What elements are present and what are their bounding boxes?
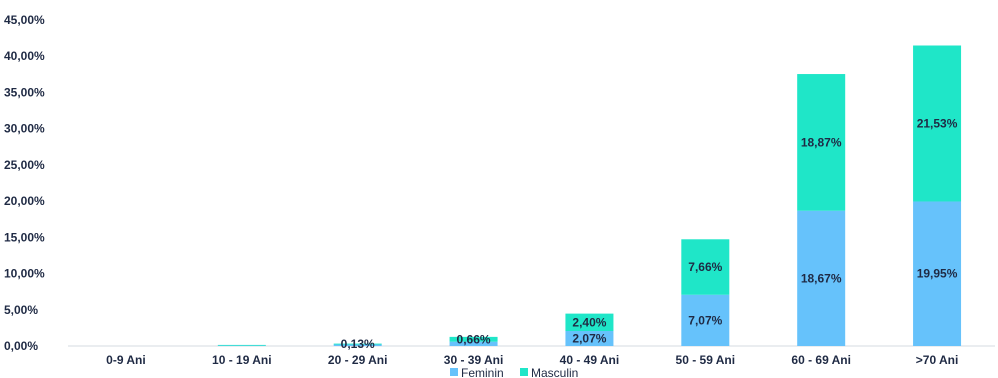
legend-label: Masculin (531, 366, 578, 378)
x-tick-label: 30 - 39 Ani (444, 353, 504, 367)
y-tick-label: 15,00% (4, 230, 45, 244)
x-tick-label: 60 - 69 Ani (791, 353, 851, 367)
data-label: 2,40% (572, 315, 606, 329)
data-label: 0,66% (457, 332, 491, 346)
bar-feminin (565, 331, 614, 346)
legend-swatch (520, 368, 528, 376)
bar-masculin (333, 343, 382, 345)
x-tick-label: >70 Ani (916, 353, 959, 367)
y-tick-label: 40,00% (4, 49, 45, 63)
x-tick-label: 10 - 19 Ani (212, 353, 272, 367)
y-tick-label: 25,00% (4, 158, 45, 172)
data-label: 0,13% (341, 337, 375, 351)
data-label: 18,67% (801, 271, 842, 285)
y-tick-label: 30,00% (4, 122, 45, 136)
bar-feminin (681, 294, 730, 346)
x-tick-label: 0-9 Ani (106, 353, 146, 367)
data-label: 18,87% (801, 135, 842, 149)
data-label: 21,53% (917, 116, 958, 130)
legend-label: Feminin (461, 366, 504, 378)
data-label: 2,07% (572, 332, 606, 346)
bars: 0,13% 0,66% 2,07% 2,40% 7,07% 7,66% 18,67% 18,8… (217, 45, 962, 351)
x-axis: 0-9 Ani 10 - 19 Ani 20 - 29 Ani 30 - 39 Ani… (106, 353, 958, 367)
y-tick-label: 5,00% (4, 303, 38, 317)
legend-swatch (450, 368, 458, 376)
y-tick-label: 20,00% (4, 194, 45, 208)
bar-masculin (449, 336, 498, 342)
data-label: 7,66% (688, 260, 722, 274)
x-tick-label: 40 - 49 Ani (560, 353, 620, 367)
bar-masculin (217, 344, 266, 346)
y-tick-label: 45,00% (4, 13, 45, 27)
bar-feminin (913, 201, 962, 346)
bar-masculin (797, 74, 846, 211)
bar-feminin (333, 344, 382, 346)
data-label: 19,95% (917, 267, 958, 281)
legend: Feminin Masculin (450, 366, 578, 378)
bar-masculin (681, 239, 730, 295)
bar-feminin (449, 341, 498, 346)
bar-masculin (565, 313, 614, 332)
bar-masculin (913, 45, 962, 202)
x-tick-label: 50 - 59 Ani (676, 353, 736, 367)
y-tick-label: 0,00% (4, 339, 38, 353)
data-label: 7,07% (688, 313, 722, 327)
y-tick-label: 35,00% (4, 85, 45, 99)
y-tick-label: 10,00% (4, 267, 45, 281)
y-axis: 0,00% 5,00% 10,00% 15,00% 20,00% 25,00% 30,00%… (4, 13, 45, 353)
x-tick-label: 20 - 29 Ani (328, 353, 388, 367)
bar-feminin (797, 210, 846, 346)
